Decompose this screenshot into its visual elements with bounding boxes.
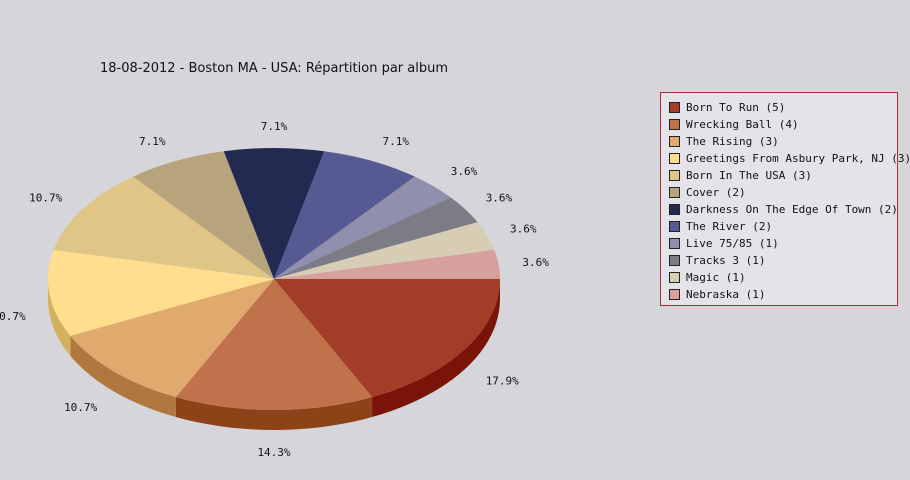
- legend-swatch: [669, 255, 680, 266]
- chart-legend: Born To Run (5) Wrecking Ball (4) The Risi…: [660, 92, 910, 306]
- legend-item-the-rising: The Rising (3): [669, 133, 897, 150]
- pie-slice-born-in-the-usa: [53, 176, 274, 279]
- pie-label-wrecking-ball: 14.3%: [257, 446, 290, 459]
- legend-label: Born In The USA (3): [686, 169, 812, 182]
- pie-side-greetings-from-asbury-park-nj: [48, 279, 71, 356]
- pie-label-live-75-85: 3.6%: [451, 165, 478, 178]
- pie-slice-nebraska: [274, 249, 500, 279]
- pie-label-greetings-from-asbury-park-nj: 10.7%: [0, 310, 26, 323]
- legend-swatch: [669, 102, 680, 113]
- legend-item-darkness-on-the-edge-of-town: Darkness On The Edge Of Town (2): [669, 201, 898, 218]
- legend-label: The Rising (3): [686, 135, 779, 148]
- pie-label-tracks-3: 3.6%: [486, 192, 513, 205]
- legend-label: The River (2): [686, 220, 773, 233]
- legend-label: Nebraska (1): [686, 288, 766, 301]
- pie-slice-wrecking-ball: [175, 279, 373, 411]
- legend-label: Born To Run (5): [686, 101, 786, 114]
- pie-slice-greetings-from-asbury-park-nj: [48, 249, 274, 336]
- pie-label-cover: 7.1%: [139, 135, 166, 148]
- legend-label: Live 75/85 (1): [686, 237, 779, 250]
- legend-item-wrecking-ball: Wrecking Ball (4): [669, 116, 897, 133]
- pie-slice-magic: [274, 222, 495, 279]
- pie-label-born-to-run: 17.9%: [486, 374, 519, 387]
- pie-slice-live-75-85: [274, 176, 451, 279]
- pie-label-nebraska: 3.6%: [522, 256, 549, 269]
- legend-swatch: [669, 136, 680, 147]
- pie-slice-born-to-run: [274, 279, 500, 398]
- legend-swatch: [669, 119, 680, 130]
- legend-label: Darkness On The Edge Of Town (2): [686, 203, 898, 216]
- legend-label: Magic (1): [686, 271, 746, 284]
- legend-label: Greetings From Asbury Park, NJ (3): [686, 152, 910, 165]
- chart-title: 18-08-2012 - Boston MA - USA: Répartitio…: [100, 61, 449, 76]
- legend-item-magic: Magic (1): [669, 269, 897, 286]
- legend-label: Wrecking Ball (4): [686, 118, 799, 131]
- legend-item-nebraska: Nebraska (1): [669, 286, 897, 303]
- pie-slice-the-river: [274, 151, 415, 279]
- legend-swatch: [669, 170, 680, 181]
- pie-label-born-in-the-usa: 10.7%: [29, 192, 62, 205]
- legend-label: Cover (2): [686, 186, 746, 199]
- legend-swatch: [669, 221, 680, 232]
- legend-item-born-in-the-usa: Born In The USA (3): [669, 167, 897, 184]
- pie-slice-darkness-on-the-edge-of-town: [223, 147, 325, 279]
- legend-swatch: [669, 153, 680, 164]
- legend-item-tracks-3: Tracks 3 (1): [669, 252, 897, 269]
- legend-swatch: [669, 272, 680, 283]
- legend-item-cover: Cover (2): [669, 184, 897, 201]
- legend-swatch: [669, 289, 680, 300]
- pie-label-the-rising: 10.7%: [64, 401, 97, 414]
- pie-side-born-to-run: [372, 279, 500, 418]
- pie-label-darkness-on-the-edge-of-town: 7.1%: [261, 120, 288, 133]
- legend-item-born-to-run: Born To Run (5): [669, 99, 897, 116]
- pie-label-the-river: 7.1%: [383, 135, 410, 148]
- pie-side-wrecking-ball: [175, 397, 373, 430]
- legend-swatch: [669, 238, 680, 249]
- pie-label-magic: 3.6%: [510, 223, 537, 236]
- legend-swatch: [669, 187, 680, 198]
- legend-label: Tracks 3 (1): [686, 254, 766, 267]
- pie-slice-cover: [133, 151, 274, 279]
- legend-item-live-75-85: Live 75/85 (1): [669, 235, 897, 252]
- pie-slice-tracks-3: [274, 197, 478, 279]
- legend-swatch: [669, 204, 680, 215]
- pie-slice-the-rising: [70, 279, 274, 398]
- legend-item-greetings-from-asbury-park-nj: Greetings From Asbury Park, NJ (3): [669, 150, 910, 167]
- pie-side-the-rising: [70, 335, 176, 418]
- legend-item-the-river: The River (2): [669, 218, 897, 235]
